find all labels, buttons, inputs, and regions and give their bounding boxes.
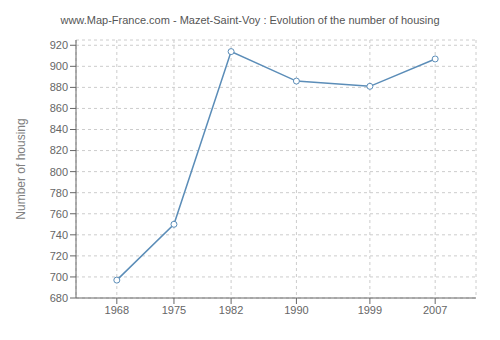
svg-text:740: 740: [50, 229, 68, 241]
svg-text:Number of housing: Number of housing: [14, 118, 28, 219]
svg-text:2007: 2007: [423, 304, 447, 316]
svg-text:1968: 1968: [105, 304, 129, 316]
svg-text:1990: 1990: [284, 304, 308, 316]
svg-text:880: 880: [50, 81, 68, 93]
svg-text:840: 840: [50, 123, 68, 135]
svg-text:900: 900: [50, 60, 68, 72]
svg-text:1975: 1975: [162, 304, 186, 316]
svg-text:700: 700: [50, 271, 68, 283]
html-text:www.Map-France.com - Mazet-Sai: www.Map-France.com - Mazet-Saint-Voy : E…: [60, 14, 440, 26]
svg-text:760: 760: [50, 208, 68, 220]
svg-text:820: 820: [50, 144, 68, 156]
svg-text:780: 780: [50, 187, 68, 199]
svg-text:680: 680: [50, 292, 68, 304]
svg-text:720: 720: [50, 250, 68, 262]
svg-text:860: 860: [50, 102, 68, 114]
svg-text:920: 920: [50, 39, 68, 51]
svg-text:800: 800: [50, 166, 68, 178]
svg-text:1999: 1999: [358, 304, 382, 316]
svg-text:1982: 1982: [219, 304, 243, 316]
